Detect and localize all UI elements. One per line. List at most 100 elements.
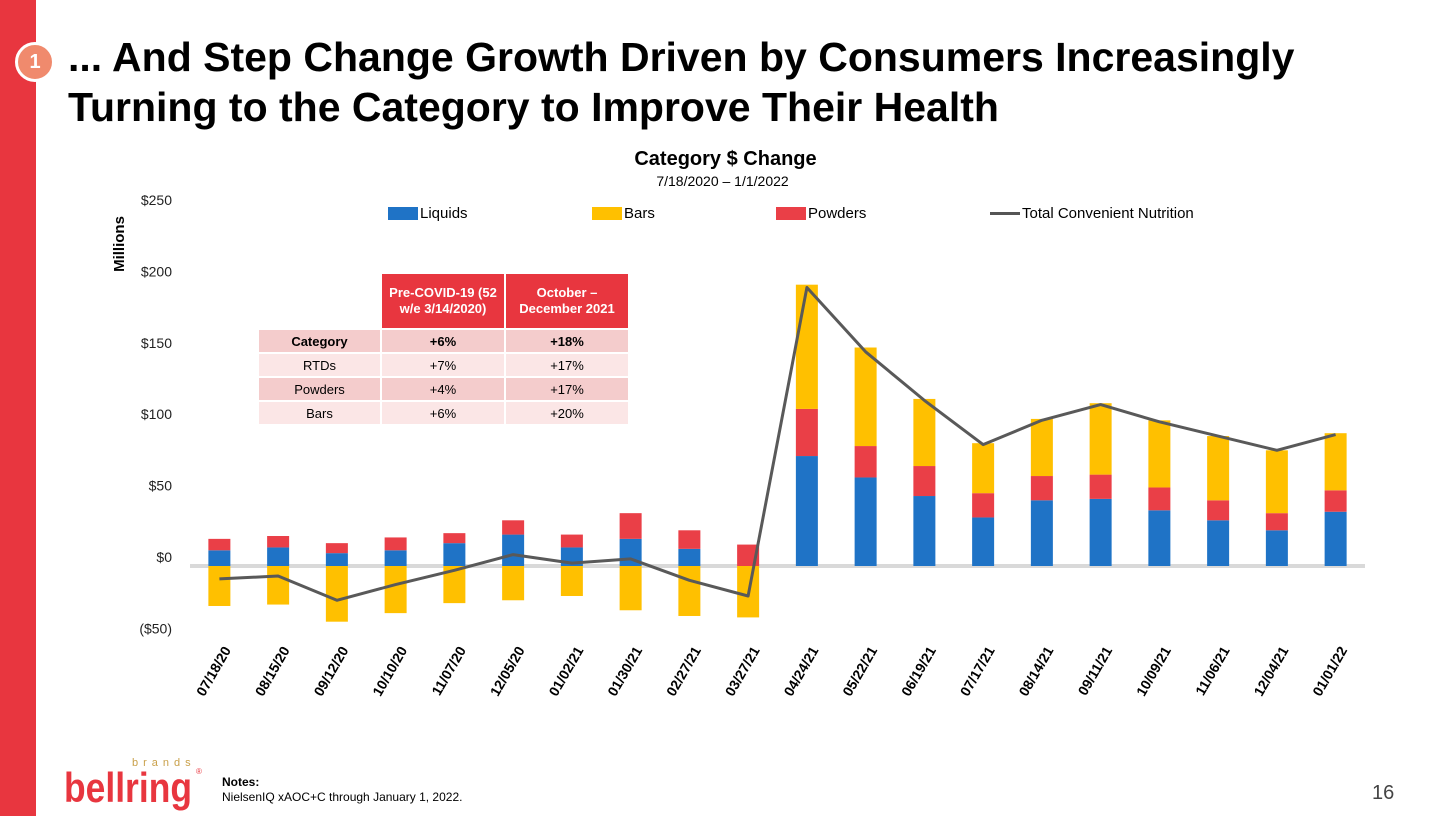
- bar-bars: [443, 566, 466, 604]
- legend-powders: Powders: [776, 205, 866, 222]
- x-tick-label: 01/01/22: [1309, 643, 1350, 698]
- bar-powders: [913, 466, 936, 497]
- bar-liquids: [208, 550, 231, 566]
- table-row: Bars +6% +20%: [259, 402, 628, 424]
- table-cell-oct-dec: +17%: [506, 354, 628, 376]
- bar-liquids: [1265, 530, 1288, 566]
- growth-table-header: Pre-COVID-19 (52 w/e 3/14/2020) October …: [259, 274, 628, 328]
- table-cell-oct-dec: +20%: [506, 402, 628, 424]
- y-tick-label: $250: [141, 192, 172, 208]
- bar-powders: [854, 446, 877, 478]
- x-tick-label: 04/24/21: [780, 643, 821, 698]
- bar-powders: [267, 536, 290, 548]
- chart-subtitle: 7/18/2020 – 1/1/2022: [656, 173, 789, 189]
- table-row: RTDs +7% +17%: [259, 354, 628, 376]
- x-tick-label: 08/14/21: [1015, 643, 1056, 698]
- bar-bars: [913, 398, 936, 467]
- page-number: 16: [1372, 782, 1395, 804]
- table-row-label: Category: [259, 330, 380, 352]
- x-tick-label: 02/27/21: [663, 643, 704, 698]
- bar-bars: [972, 443, 995, 494]
- logo-tag: brands: [132, 757, 196, 769]
- table-row-label: Powders: [259, 378, 380, 400]
- table-cell-pre: +4%: [382, 378, 504, 400]
- table-cell-pre: +6%: [382, 330, 504, 352]
- bar-bars: [1324, 433, 1347, 491]
- bar-bars: [1207, 436, 1230, 501]
- y-tick-label: $50: [149, 478, 173, 494]
- chart-title: Category $ Change: [634, 148, 817, 170]
- bar-liquids: [325, 553, 348, 566]
- bar-liquids: [384, 550, 407, 566]
- y-tick-label: $200: [141, 263, 172, 279]
- bar-powders: [1148, 487, 1171, 511]
- table-row-label: Bars: [259, 402, 380, 424]
- table-header-pre-covid: Pre-COVID-19 (52 w/e 3/14/2020): [382, 274, 504, 328]
- bar-liquids: [1148, 510, 1171, 566]
- bar-powders: [208, 538, 231, 551]
- x-tick-label: 03/27/21: [722, 643, 763, 698]
- bar-liquids: [913, 496, 936, 566]
- growth-table: Pre-COVID-19 (52 w/e 3/14/2020) October …: [257, 272, 630, 426]
- table-row: Powders +4% +17%: [259, 378, 628, 400]
- table-cell-pre: +7%: [382, 354, 504, 376]
- slide-title: ... And Step Change Growth Driven by Con…: [68, 34, 1295, 130]
- x-tick-label: 09/12/20: [310, 643, 351, 698]
- legend-liquids-swatch: [388, 207, 418, 220]
- bar-liquids: [678, 548, 701, 566]
- bar-liquids: [443, 543, 466, 566]
- x-tick-label: 01/30/21: [604, 643, 645, 698]
- bar-liquids: [267, 547, 290, 566]
- x-tick-label: 12/05/20: [487, 643, 528, 698]
- legend-bars-swatch: [592, 207, 622, 220]
- notes-text: NielsenIQ xAOC+C through January 1, 2022…: [222, 790, 463, 804]
- bar-powders: [502, 520, 525, 535]
- bar-powders: [678, 530, 701, 549]
- table-row-label: RTDs: [259, 354, 380, 376]
- table-header-oct-dec: October – December 2021: [506, 274, 628, 328]
- legend-liquids-label: Liquids: [420, 205, 468, 222]
- bar-powders: [443, 533, 466, 544]
- bar-bars: [619, 566, 642, 611]
- bar-bars: [678, 566, 701, 616]
- notes-label: Notes:: [222, 775, 260, 789]
- legend-total: Total Convenient Nutrition: [990, 205, 1194, 222]
- y-tick-label: $100: [141, 406, 172, 422]
- bar-powders: [1265, 513, 1288, 531]
- legend-powders-swatch: [776, 207, 806, 220]
- table-cell-oct-dec: +18%: [506, 330, 628, 352]
- bar-powders: [384, 537, 407, 551]
- bar-bars: [854, 347, 877, 447]
- y-tick-label: $150: [141, 335, 172, 351]
- bar-liquids: [1324, 511, 1347, 566]
- table-cell-oct-dec: +17%: [506, 378, 628, 400]
- bar-powders: [619, 513, 642, 539]
- table-header-blank: [259, 274, 380, 328]
- bar-liquids: [972, 517, 995, 566]
- bar-powders: [1089, 474, 1112, 499]
- bar-liquids: [502, 534, 525, 566]
- bar-bars: [795, 284, 818, 409]
- bar-bars: [1030, 418, 1053, 477]
- bar-bars: [502, 566, 525, 601]
- x-tick-label: 08/15/20: [252, 643, 293, 698]
- legend-total-label: Total Convenient Nutrition: [1022, 205, 1194, 222]
- table-row: Category +6% +18%: [259, 330, 628, 352]
- bar-liquids: [795, 456, 818, 566]
- left-accent-bar: [0, 0, 36, 816]
- x-tick-label: 10/10/20: [369, 643, 410, 698]
- bar-bars: [1148, 420, 1171, 488]
- x-tick-label: 11/07/20: [428, 643, 469, 698]
- y-tick-label: ($50): [139, 620, 172, 636]
- bellring-logo: brands bellring ®: [64, 757, 202, 811]
- legend-total-line: [990, 212, 1020, 215]
- logo-mark: ®: [196, 767, 202, 776]
- bar-powders: [1324, 490, 1347, 512]
- x-tick-label: 12/04/21: [1250, 643, 1291, 698]
- x-tick-label: 07/18/20: [193, 643, 234, 698]
- bar-bars: [208, 566, 231, 606]
- notes: Notes: NielsenIQ xAOC+C through January …: [222, 775, 462, 805]
- bar-liquids: [1030, 500, 1053, 566]
- legend-liquids: Liquids: [388, 205, 468, 222]
